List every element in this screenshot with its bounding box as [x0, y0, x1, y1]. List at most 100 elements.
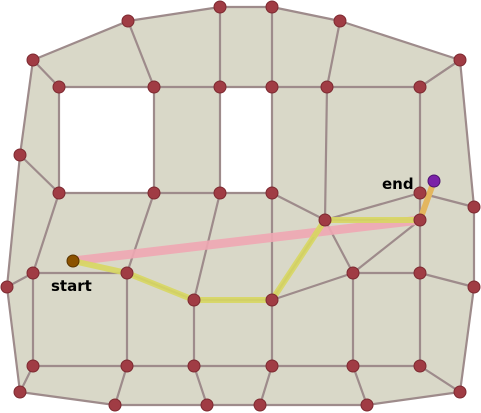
mesh-edge: [323, 191, 422, 222]
mesh-edge: [270, 5, 342, 23]
mesh-edge: [125, 191, 156, 275]
mesh-node: [360, 398, 374, 412]
mesh-node: [413, 359, 427, 373]
mesh-node: [187, 293, 201, 307]
mesh-node: [413, 266, 427, 280]
mesh-edge: [270, 271, 355, 302]
walkable-cell: [7, 273, 33, 392]
walkable-cell: [272, 7, 340, 87]
mesh-edge: [126, 19, 156, 89]
mesh-node: [213, 80, 227, 94]
mesh-node: [147, 186, 161, 200]
mesh-node: [265, 293, 279, 307]
walkable-cells: [7, 7, 474, 405]
mesh-node: [265, 186, 279, 200]
walkable-cell: [325, 220, 420, 273]
mesh-node: [265, 359, 279, 373]
mesh-node: [0, 280, 14, 294]
walkable-cell: [20, 60, 59, 193]
mesh-edge: [270, 191, 327, 222]
end-path-segment: [417, 178, 437, 223]
mesh-node: [52, 80, 66, 94]
mesh-edge: [5, 285, 22, 394]
mesh-edge: [338, 19, 462, 62]
mesh-node: [213, 0, 227, 14]
walkable-cell: [272, 193, 325, 300]
walkable-cell: [33, 7, 220, 87]
mesh-node: [453, 385, 467, 399]
mesh-node: [26, 53, 40, 67]
mesh-edge: [18, 153, 61, 195]
mesh-edge: [113, 364, 129, 407]
mesh-edge: [418, 364, 462, 394]
mesh-node: [120, 266, 134, 280]
mesh-node: [320, 80, 334, 94]
mesh-edge: [458, 285, 476, 394]
mesh-edge: [458, 58, 476, 209]
walkable-cell: [327, 21, 460, 87]
mesh-edge: [418, 271, 476, 289]
end-label: end: [382, 175, 414, 193]
mesh-edge: [258, 364, 274, 407]
mesh-edge: [192, 364, 209, 407]
markers: [66, 174, 441, 268]
mesh-node: [13, 148, 27, 162]
mesh-edge: [325, 19, 342, 89]
walkable-cell: [272, 220, 353, 300]
mesh-node: [265, 80, 279, 94]
mesh-node: [213, 186, 227, 200]
mesh-edge: [365, 390, 462, 407]
mesh-node: [413, 80, 427, 94]
mesh-node: [413, 213, 427, 227]
mesh-node: [346, 359, 360, 373]
path-overlay: [68, 178, 437, 303]
walkable-cell: [272, 87, 327, 220]
mesh-edge: [31, 19, 130, 62]
mesh-node: [333, 14, 347, 28]
mesh-node: [147, 80, 161, 94]
straight-line-connector: [68, 215, 425, 266]
mesh-node: [413, 186, 427, 200]
walkable-cell: [420, 193, 474, 287]
end-marker: [427, 174, 441, 188]
mesh-node: [318, 213, 332, 227]
mesh-node: [52, 186, 66, 200]
mesh-edge: [31, 191, 61, 275]
mesh-node: [108, 398, 122, 412]
start-marker: [66, 254, 80, 268]
computed-path: [70, 217, 423, 303]
walkable-cell: [33, 273, 127, 366]
walkable-cell: [260, 366, 367, 405]
walkable-cell: [420, 273, 474, 392]
mesh-node: [253, 398, 267, 412]
mesh-edge: [5, 153, 22, 289]
mesh-node: [187, 359, 201, 373]
mesh-edge: [418, 58, 462, 89]
walkable-cell: [194, 366, 272, 405]
mesh-node: [121, 14, 135, 28]
mesh-edge: [126, 5, 222, 23]
walkable-cell: [115, 366, 207, 405]
mesh-node: [200, 398, 214, 412]
walkable-cell: [220, 7, 272, 87]
mesh-node: [13, 385, 27, 399]
mesh-node: [26, 359, 40, 373]
mesh-edge: [18, 58, 35, 157]
walkable-cell: [154, 87, 220, 193]
mesh-node: [453, 53, 467, 67]
mesh-node: [26, 266, 40, 280]
mesh-node: [346, 266, 360, 280]
mesh-node: [265, 0, 279, 14]
start-label: start: [51, 277, 92, 295]
mesh-edge: [351, 364, 369, 407]
mesh-node: [120, 359, 134, 373]
mesh-node: [467, 280, 481, 294]
mesh-edge: [18, 390, 117, 407]
mesh-edge: [323, 85, 329, 222]
walkable-cell: [272, 273, 353, 366]
mesh-edge: [351, 218, 422, 275]
walkable-cell: [353, 273, 420, 366]
walkable-cell: [7, 155, 59, 287]
